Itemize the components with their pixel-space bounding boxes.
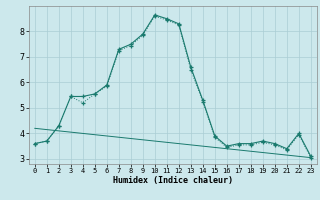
X-axis label: Humidex (Indice chaleur): Humidex (Indice chaleur) (113, 176, 233, 185)
